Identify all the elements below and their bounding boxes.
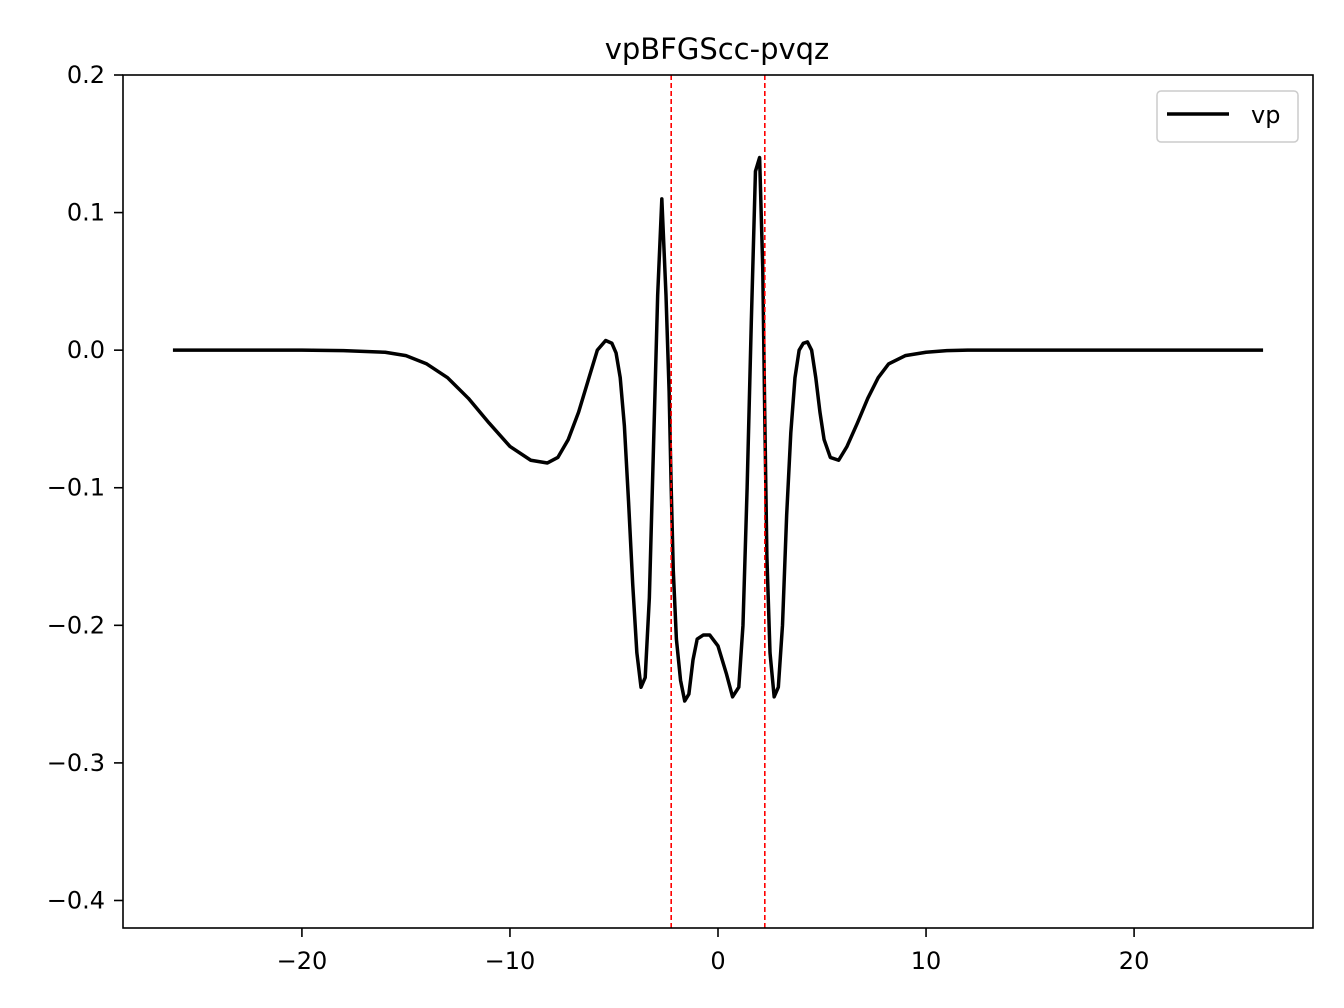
x-tick-label: 0	[710, 947, 725, 975]
plot-frame	[122, 74, 1314, 929]
y-tick-label: 0.2	[67, 61, 105, 89]
x-tick-label: 10	[911, 947, 942, 975]
y-tick-label: −0.3	[47, 749, 105, 777]
series-line-vp	[172, 155, 1264, 703]
y-tick-label: −0.4	[47, 886, 105, 914]
y-tick-label: 0.1	[67, 199, 105, 227]
y-tick-label: −0.2	[47, 611, 105, 639]
y-tick-label: −0.1	[47, 474, 105, 502]
y-tick-label: 0.0	[67, 336, 105, 364]
legend: vp	[1156, 90, 1299, 143]
x-tick-label: −10	[485, 947, 536, 975]
x-tick-label: −20	[277, 947, 328, 975]
x-tick-label: 20	[1119, 947, 1150, 975]
legend-label-vp: vp	[1251, 101, 1280, 129]
chart-title: vpBFGScc-pvqz	[605, 32, 830, 66]
legend-box	[1156, 90, 1299, 143]
